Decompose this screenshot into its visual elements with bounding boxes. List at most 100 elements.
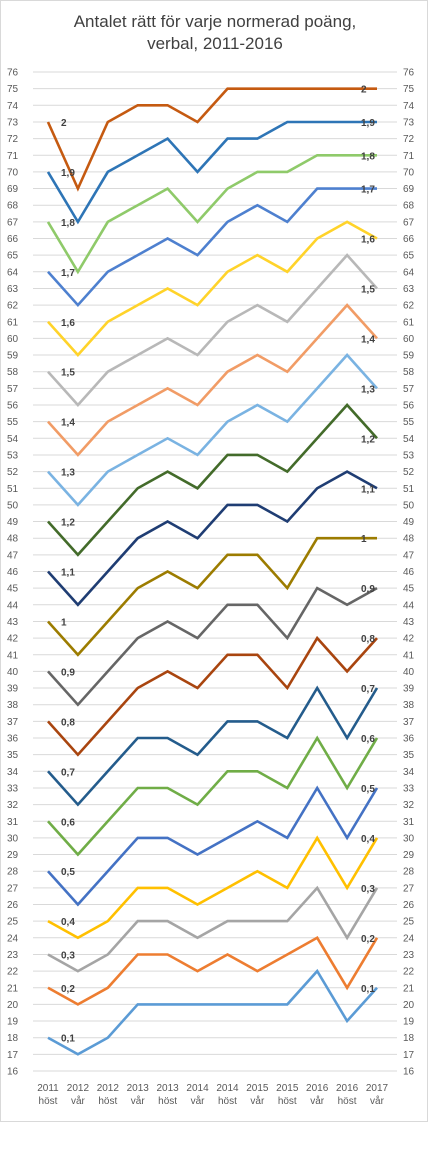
series-label-start: 0,2 bbox=[61, 984, 75, 995]
series-label-end: 0,3 bbox=[361, 884, 375, 895]
y-tick-label-right: 69 bbox=[403, 184, 415, 195]
y-tick-label-right: 73 bbox=[403, 117, 415, 128]
x-tick-label-term: höst bbox=[39, 1096, 58, 1107]
y-tick-label-left: 26 bbox=[7, 900, 19, 911]
series-line bbox=[47, 735, 379, 857]
x-tick-label-term: vår bbox=[250, 1095, 265, 1107]
series-line bbox=[46, 87, 377, 192]
series-label-end: 0,8 bbox=[361, 634, 375, 645]
x-tick-label-term: höst bbox=[278, 1096, 297, 1107]
series-label-end: 1,3 bbox=[361, 384, 375, 395]
y-tick-label-right: 70 bbox=[403, 167, 415, 178]
x-tick-label-year: 2014 bbox=[186, 1083, 209, 1094]
y-tick-label-right: 76 bbox=[403, 68, 415, 79]
y-tick-label-right: 66 bbox=[403, 234, 415, 245]
y-tick-label-right: 44 bbox=[403, 600, 415, 611]
series-line bbox=[47, 187, 377, 308]
y-tick-label-right: 36 bbox=[403, 734, 415, 745]
series-label-start: 1,1 bbox=[61, 568, 75, 579]
y-tick-label-left: 30 bbox=[7, 833, 19, 844]
y-tick-label-right: 64 bbox=[403, 267, 415, 278]
y-tick-label-left: 71 bbox=[7, 151, 19, 162]
y-tick-label-left: 61 bbox=[7, 317, 19, 328]
x-tick-label-term: vår bbox=[310, 1095, 325, 1107]
y-tick-label-left: 41 bbox=[7, 650, 19, 661]
y-tick-label-right: 65 bbox=[403, 251, 415, 262]
y-tick-label-right: 41 bbox=[403, 650, 415, 661]
chart-subtitle: verbal, 2011-2016 bbox=[147, 34, 283, 53]
y-tick-label-right: 16 bbox=[403, 1067, 415, 1078]
series-label-start: 1,8 bbox=[61, 218, 75, 229]
y-tick-label-left: 25 bbox=[7, 917, 19, 928]
y-tick-label-left: 63 bbox=[7, 284, 19, 295]
series-label-start: 2 bbox=[61, 118, 67, 129]
y-tick-label-left: 72 bbox=[7, 134, 19, 145]
series-label-start: 0,7 bbox=[61, 767, 75, 778]
y-tick-label-right: 25 bbox=[403, 917, 415, 928]
y-tick-label-left: 49 bbox=[7, 517, 19, 528]
x-tick-label-year: 2016 bbox=[336, 1083, 359, 1094]
y-tick-label-left: 65 bbox=[7, 251, 19, 262]
y-tick-label-left: 29 bbox=[7, 850, 19, 861]
y-tick-label-left: 28 bbox=[7, 867, 19, 878]
y-tick-label-left: 43 bbox=[7, 617, 19, 628]
y-tick-label-left: 47 bbox=[7, 550, 19, 561]
series-label-start: 0,3 bbox=[61, 950, 75, 961]
y-tick-label-left: 56 bbox=[7, 401, 19, 412]
series-label-end: 0,5 bbox=[361, 784, 375, 795]
series-line bbox=[47, 635, 378, 757]
y-tick-label-right: 27 bbox=[403, 883, 415, 894]
y-tick-label-left: 69 bbox=[7, 184, 19, 195]
series-label-start: 0,5 bbox=[61, 867, 75, 878]
y-tick-label-right: 42 bbox=[403, 634, 415, 645]
y-tick-label-right: 45 bbox=[403, 584, 415, 595]
y-tick-label-left: 35 bbox=[7, 750, 19, 761]
x-tick-label-term: vår bbox=[71, 1095, 86, 1107]
series-line bbox=[47, 835, 379, 940]
x-tick-label-term: vår bbox=[131, 1095, 146, 1107]
series-label-end: 0,4 bbox=[361, 834, 375, 845]
series-line bbox=[47, 353, 378, 507]
y-tick-label-left: 46 bbox=[7, 567, 19, 578]
y-tick-label-left: 75 bbox=[7, 84, 19, 95]
x-tick-label-year: 2012 bbox=[67, 1083, 90, 1094]
series-label-start: 1 bbox=[61, 617, 67, 628]
series-line bbox=[47, 968, 378, 1056]
y-tick-label-left: 57 bbox=[7, 384, 19, 395]
series-line bbox=[47, 303, 378, 457]
y-tick-label-left: 23 bbox=[7, 950, 19, 961]
y-tick-label-left: 50 bbox=[7, 500, 19, 511]
y-tick-label-left: 36 bbox=[7, 734, 19, 745]
y-tick-label-left: 73 bbox=[7, 117, 19, 128]
y-tick-label-left: 76 bbox=[7, 68, 19, 79]
y-tick-label-left: 44 bbox=[7, 600, 19, 611]
y-tick-label-right: 26 bbox=[403, 900, 415, 911]
y-tick-label-left: 48 bbox=[7, 534, 19, 545]
y-tick-label-right: 67 bbox=[403, 217, 415, 228]
y-tick-label-right: 72 bbox=[403, 134, 415, 145]
y-tick-label-right: 19 bbox=[403, 1017, 415, 1028]
x-tick-label-year: 2017 bbox=[366, 1083, 389, 1094]
y-tick-label-left: 21 bbox=[7, 983, 19, 994]
y-tick-label-left: 67 bbox=[7, 217, 19, 228]
y-tick-label-left: 68 bbox=[7, 201, 19, 212]
x-tick-label-term: vår bbox=[370, 1095, 385, 1107]
x-tick-label-year: 2015 bbox=[246, 1083, 269, 1094]
y-tick-label-right: 48 bbox=[403, 534, 415, 545]
x-tick-label-year: 2013 bbox=[157, 1083, 180, 1094]
series-line bbox=[47, 936, 379, 1006]
x-tick-label-year: 2016 bbox=[306, 1083, 329, 1094]
y-tick-label-left: 24 bbox=[7, 933, 19, 944]
y-tick-label-right: 75 bbox=[403, 84, 415, 95]
series-label-end: 1,6 bbox=[361, 235, 375, 246]
y-tick-label-right: 52 bbox=[403, 467, 415, 478]
y-tick-label-left: 33 bbox=[7, 783, 19, 794]
y-tick-label-left: 32 bbox=[7, 800, 19, 811]
y-tick-label-right: 18 bbox=[403, 1033, 415, 1044]
y-tick-label-left: 22 bbox=[7, 967, 19, 978]
y-tick-label-left: 45 bbox=[7, 584, 19, 595]
y-tick-label-right: 53 bbox=[403, 450, 415, 461]
y-tick-label-right: 63 bbox=[403, 284, 415, 295]
y-tick-label-right: 43 bbox=[403, 617, 415, 628]
x-tick-label-year: 2014 bbox=[216, 1083, 239, 1094]
